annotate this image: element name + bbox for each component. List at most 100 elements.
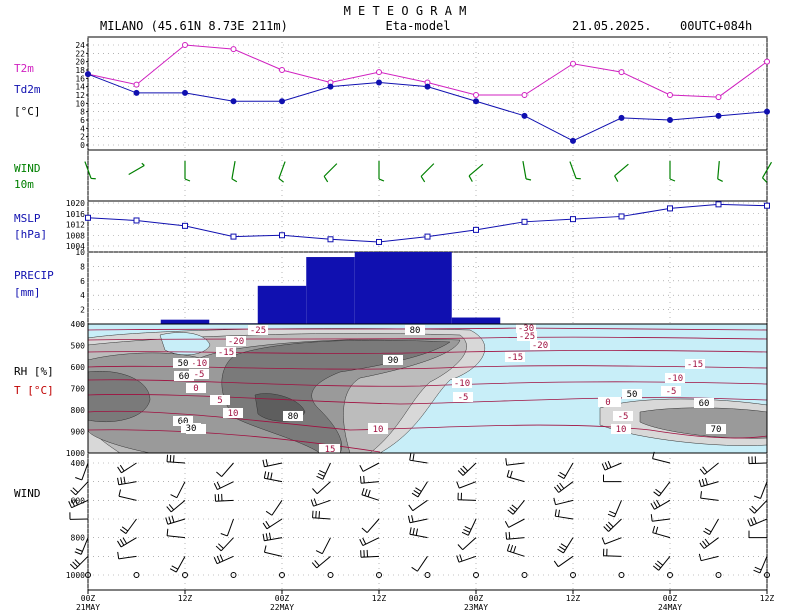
wind-barb-feather	[262, 522, 268, 530]
wind-barb	[316, 555, 331, 569]
wind-barb	[75, 481, 89, 496]
wind-barb	[457, 499, 477, 501]
wind-barb-feather	[650, 514, 653, 522]
isotherm-label: 0	[193, 384, 198, 394]
wind-barb-feather	[747, 519, 751, 527]
wind10m-barb	[278, 161, 286, 179]
point-t2m	[473, 92, 479, 98]
label-bg	[622, 389, 642, 399]
wind-barb-feather	[701, 478, 705, 486]
wind-barb-feather	[413, 490, 420, 495]
temp-tick-label: 24	[75, 41, 85, 50]
wind-barb-feather	[72, 561, 78, 568]
time-label: 12Z	[178, 594, 193, 603]
label-bg	[665, 373, 685, 383]
precip-label-2: [mm]	[14, 286, 41, 299]
wind-barb-feather	[171, 515, 175, 523]
wind-barb-feather	[71, 499, 75, 507]
wind-barb-feather	[265, 459, 269, 467]
wind-barb	[74, 555, 89, 570]
wind-barb-feather	[705, 477, 708, 485]
label-bg	[517, 331, 537, 341]
wind-barb-feather	[120, 477, 123, 485]
wind-barb-feather	[265, 510, 273, 516]
wind-barb	[652, 532, 671, 539]
temp-unit-label: [°C]	[14, 105, 41, 118]
wind-barb-feather	[315, 550, 323, 555]
wind-barb	[175, 556, 186, 573]
isotherm-label: -10	[667, 374, 683, 384]
wind-barb	[558, 481, 574, 493]
point-td2m	[85, 71, 91, 78]
wind10m-barb-flag	[762, 177, 768, 183]
wind-barb	[604, 462, 622, 471]
label-bg	[283, 411, 303, 421]
wind-barb-feather	[704, 527, 712, 533]
wind-barb-feather	[415, 487, 422, 492]
wind-barb-feather	[361, 527, 368, 533]
wind-barb	[362, 462, 380, 472]
wind-barb	[417, 556, 428, 572]
rh-tick-label: 600	[71, 363, 86, 372]
wind-barb-feather	[753, 516, 757, 524]
date-label: 23MAY	[464, 603, 488, 612]
upwind-frame	[87, 452, 768, 591]
precip-tick-label: 8	[80, 262, 85, 271]
wind-barb	[700, 555, 719, 562]
wind-barb	[118, 481, 137, 486]
point-t2m	[279, 67, 285, 73]
temp-tick-label: 22	[75, 49, 85, 58]
rh-label: 80	[288, 412, 299, 422]
wind-barb-feather	[654, 563, 662, 569]
wind-barb-feather	[122, 537, 128, 544]
wind-barb	[462, 537, 477, 551]
wind-barb	[271, 500, 283, 516]
mslp-point	[230, 233, 237, 240]
wind10m-barb	[468, 163, 484, 177]
wind-barb-feather	[604, 462, 609, 469]
wind-barb	[216, 555, 234, 565]
label-bg	[173, 358, 193, 368]
precip-tick-label: 4	[80, 291, 85, 300]
wind-barb-feather	[650, 503, 655, 510]
wind-barb-feather	[609, 510, 616, 515]
wind-barb-feather	[607, 521, 614, 528]
wind-barb-feather	[415, 528, 419, 536]
mslp-tick-label: 1012	[66, 221, 85, 230]
mslp-tick-label: 1004	[66, 242, 85, 251]
wind10m-barb	[323, 163, 338, 177]
wind-barb-feather	[409, 453, 412, 461]
wind-barb-feather	[219, 554, 224, 562]
precip-tick-label: 10	[75, 248, 85, 257]
isotherm-label: -25	[250, 326, 266, 336]
label-bg	[505, 352, 525, 362]
label-bg	[216, 347, 236, 357]
calm-circle	[570, 572, 576, 578]
wind-barb-feather	[312, 488, 318, 495]
wind-barb-feather	[461, 531, 469, 536]
isotherm-label: -10	[191, 359, 207, 369]
wind10m-barb	[420, 163, 435, 177]
time-label: 12Z	[566, 594, 581, 603]
label-bg	[453, 392, 473, 402]
wind-barb-feather	[74, 559, 81, 565]
temp-tick-label: 18	[75, 66, 85, 75]
isotherm	[87, 410, 768, 439]
precip-label-1: PRECIP	[14, 269, 54, 282]
isotherm-label: -5	[194, 370, 205, 380]
rh-label: 90	[388, 356, 399, 366]
wind-barb-feather	[215, 545, 222, 552]
wind-barb-feather	[319, 470, 326, 474]
wind-barb-feather	[171, 565, 179, 570]
wind-barb-feather	[411, 566, 418, 572]
wind-barb-feather	[412, 453, 415, 461]
label-bg	[186, 383, 206, 393]
time-label: 00Z	[469, 594, 484, 603]
wind-barb-feather	[267, 471, 270, 479]
point-t2m	[376, 69, 382, 76]
isotherm-label: 0	[605, 398, 610, 408]
point-t2m	[715, 94, 722, 101]
wind-barb-feather	[456, 481, 460, 489]
wind-barb	[748, 462, 768, 465]
